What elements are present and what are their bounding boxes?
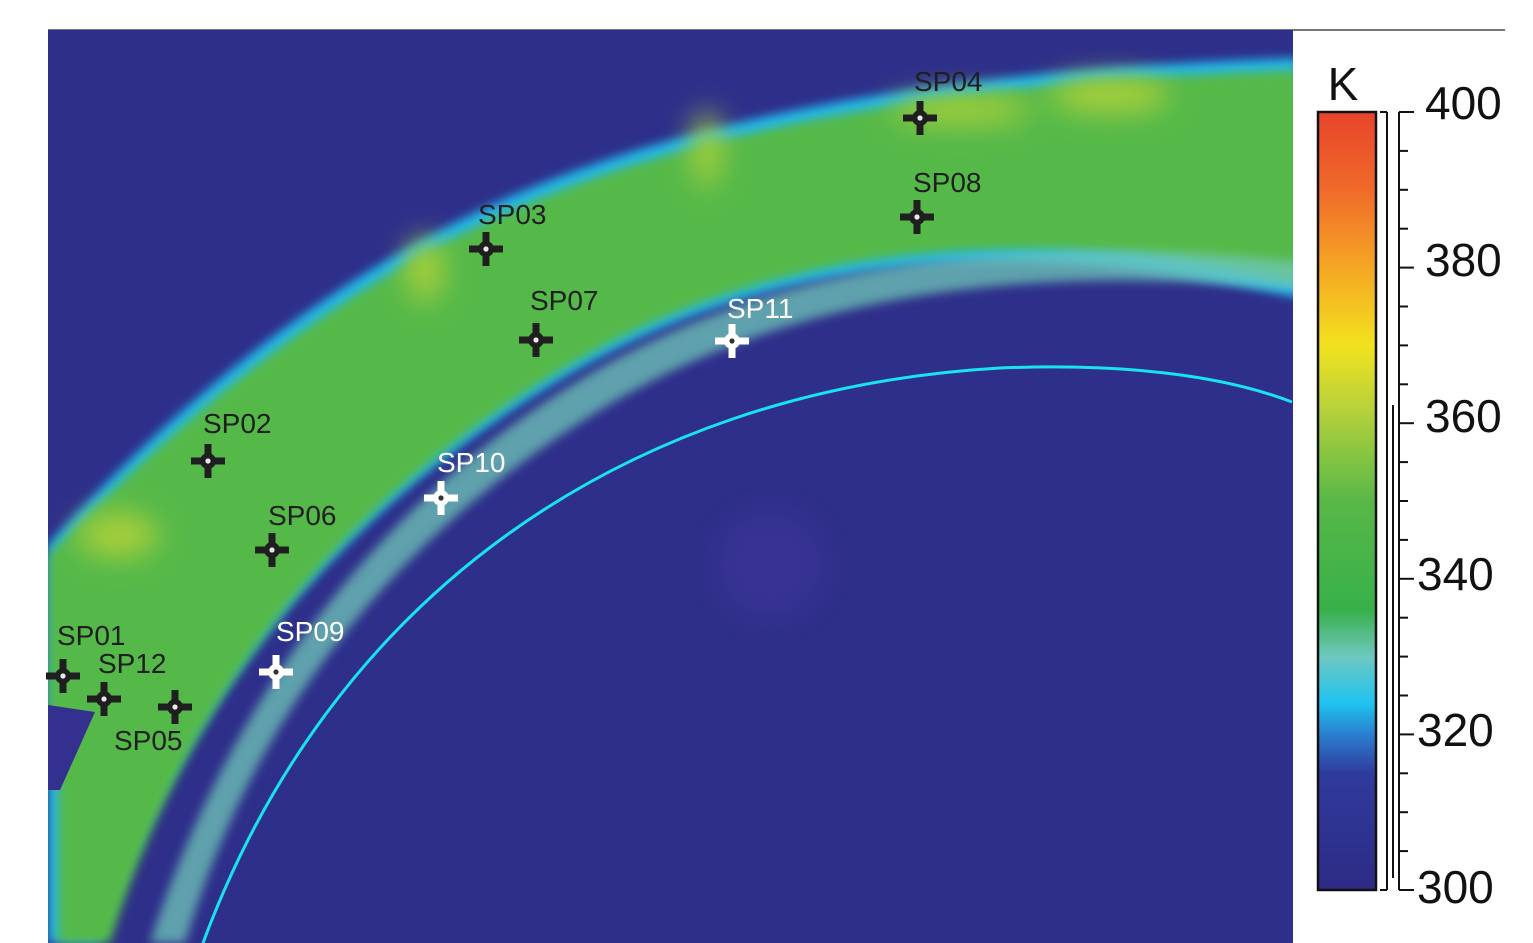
warm-band-edge [48,58,1293,943]
scale-label-360: 360 [1425,390,1502,442]
spot-sp07[interactable]: SP07 [519,285,599,357]
spot-markers: SP01 SP02 SP03 SP04 SP05 SP06 SP07 SP08 SP09 SP10… [46,66,983,756]
spot-label: SP08 [913,167,982,198]
crosshair-icon [715,324,749,358]
lower-left-notch [48,705,95,790]
thermal-map [48,30,1293,943]
spot-label: SP10 [437,447,506,478]
colorbar-unit: K [1328,58,1359,110]
spot-label: SP05 [114,725,183,756]
spot-label: SP09 [276,616,345,647]
spot-label: SP01 [57,620,126,651]
spot-label: SP04 [914,66,983,97]
crosshair-icon [259,655,293,689]
spot-sp06[interactable]: SP06 [255,500,337,567]
crosshair-icon [519,323,553,357]
spot-sp03[interactable]: SP03 [469,199,547,266]
spot-sp10[interactable]: SP10 [424,447,506,515]
spot-sp09[interactable]: SP09 [259,616,345,689]
spot-sp08[interactable]: SP08 [900,167,982,234]
scale-ticks [1399,111,1414,891]
spot-sp12[interactable]: SP12 [87,648,167,716]
boundary-curve [201,365,1293,943]
scale-label-320: 320 [1417,704,1494,756]
spot-sp02[interactable]: SP02 [191,408,272,478]
colorbar-gradient [1316,110,1378,892]
crosshair-icon [469,232,503,266]
spot-label: SP12 [98,648,167,679]
color-scale: K 400 380 360 340 320 300 [1316,58,1502,913]
spot-sp01[interactable]: SP01 [46,620,126,693]
spot-sp05[interactable]: SP05 [114,690,192,756]
spot-sp11[interactable]: SP11 [715,293,793,358]
spot-label: SP07 [530,285,599,316]
warm-band [48,70,1293,943]
spot-label: SP02 [203,408,272,439]
crosshair-icon [191,444,225,478]
spot-label: SP06 [268,500,337,531]
crosshair-icon [255,533,289,567]
crosshair-icon [158,690,192,724]
crosshair-icon [46,659,80,693]
spot-sp04[interactable]: SP04 [903,66,983,135]
spot-label: SP03 [478,199,547,230]
scale-labels: 400 380 360 340 320 300 [1417,77,1502,913]
crosshair-icon [903,101,937,135]
crosshair-icon [900,200,934,234]
spot-label: SP11 [727,293,793,324]
scale-label-300: 300 [1417,861,1494,913]
scale-label-400: 400 [1425,77,1502,129]
crosshair-icon [424,481,458,515]
scale-label-340: 340 [1417,548,1494,600]
crosshair-icon [87,682,121,716]
scale-label-380: 380 [1425,234,1502,286]
faint-warm-blob [715,510,825,620]
